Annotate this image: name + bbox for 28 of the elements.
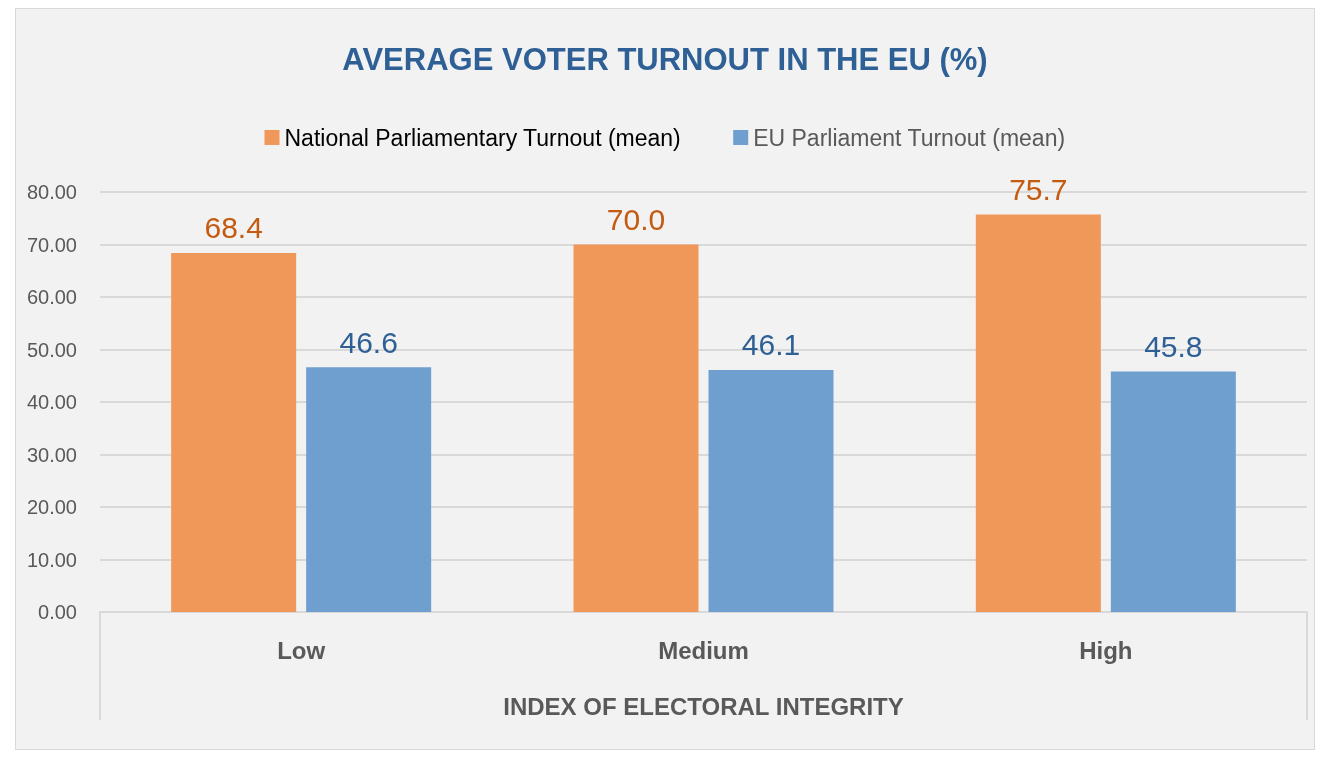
- y-tick-label: 60.00: [26, 286, 77, 308]
- y-tick-label: 10.00: [26, 548, 77, 571]
- y-tick-label: 30.00: [26, 443, 77, 466]
- y-tick-label: 40.00: [26, 391, 77, 413]
- x-tick-label: High: [1079, 636, 1133, 664]
- bar: [171, 252, 297, 612]
- data-label: 46.6: [339, 325, 398, 359]
- y-tick-label: 70.00: [26, 233, 77, 256]
- data-label: 70.0: [606, 203, 666, 236]
- data-label: 46.1: [741, 328, 801, 362]
- y-tick-label: 50.00: [26, 338, 77, 361]
- bar: [1110, 371, 1236, 612]
- chart-title: AVERAGE VOTER TURNOUT IN THE EU (%): [342, 42, 988, 77]
- x-tick-label: Low: [277, 636, 326, 664]
- data-label: 45.8: [1144, 330, 1203, 364]
- x-tick-label: Medium: [658, 636, 749, 664]
- x-axis-title: INDEX OF ELECTORAL INTEGRITY: [503, 692, 904, 720]
- y-tick-label: 20.00: [26, 496, 77, 518]
- bar: [975, 214, 1101, 612]
- legend-label: National Parliamentary Turnout (mean): [284, 124, 681, 151]
- data-label: 68.4: [204, 211, 263, 245]
- bar: [573, 244, 699, 612]
- y-tick-label: 0.00: [38, 601, 77, 623]
- bar: [708, 369, 834, 612]
- data-label: 75.7: [1009, 173, 1068, 207]
- legend-label: EU Parliament Turnout (mean): [753, 124, 1066, 151]
- bar: [306, 367, 432, 612]
- y-tick-label: 80.00: [26, 181, 77, 203]
